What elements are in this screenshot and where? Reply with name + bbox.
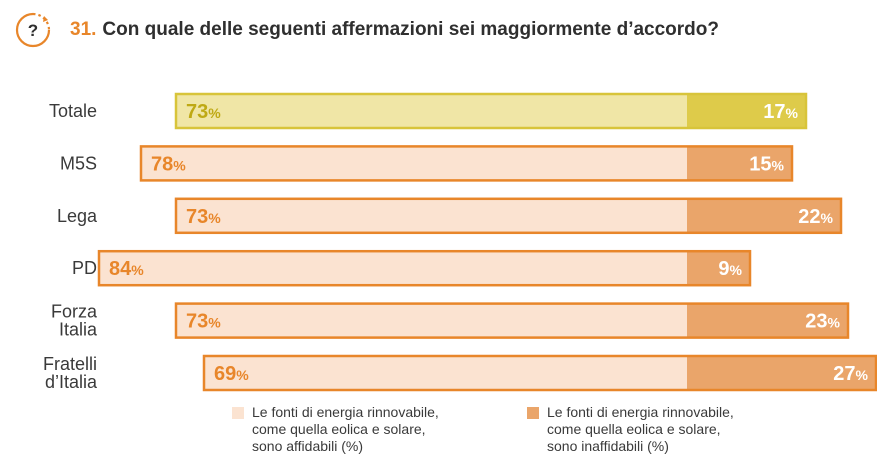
legend-label-inaffidabili: Le fonti di energia rinnovabile, come qu… (547, 404, 734, 454)
value-label-affidabili: 78% (151, 153, 186, 175)
legend-swatch-inaffidabili (527, 407, 539, 419)
bar-segment-inaffidabili (687, 356, 876, 390)
question-text: Con quale delle seguenti affermazioni se… (102, 19, 719, 40)
bar-outline (174, 92, 808, 130)
value-label-affidabili: 84% (109, 258, 144, 280)
bar-segment-inaffidabili (687, 146, 792, 181)
bar-segment-inaffidabili (687, 198, 841, 233)
question-title: 31. Con quale delle seguenti affermazioni… (70, 19, 719, 41)
bar-outline (97, 249, 752, 287)
bar-segment-affidabili (176, 303, 687, 338)
question-header: ? 31. Con quale delle seguenti affermazio… (14, 10, 719, 50)
category-label: Forza Italia (51, 302, 98, 340)
value-label-inaffidabili: 22% (798, 206, 833, 228)
legend-item-inaffidabili: Le fonti di energia rinnovabile, come qu… (527, 404, 734, 455)
legend-label-affidabili: Le fonti di energia rinnovabile, come qu… (252, 404, 439, 454)
value-label-inaffidabili: 23% (805, 311, 840, 333)
question-mark-glyph: ? (28, 21, 38, 40)
bar-segment-affidabili (176, 198, 687, 233)
category-label: PD (72, 258, 97, 278)
value-label-affidabili: 69% (214, 363, 249, 385)
bar-segment-affidabili (176, 94, 687, 128)
category-label: Lega (57, 206, 98, 226)
category-label: Totale (49, 101, 97, 121)
value-label-affidabili: 73% (186, 206, 221, 228)
value-label-affidabili: 73% (186, 101, 221, 123)
category-label: Fratelli d’Italia (43, 354, 98, 392)
bar-segment-affidabili (99, 251, 687, 286)
value-label-affidabili: 73% (186, 311, 221, 333)
legend-swatch-affidabili (232, 407, 244, 419)
category-label: M5S (60, 153, 97, 173)
bar-segment-affidabili (141, 146, 687, 181)
value-label-inaffidabili: 17% (763, 101, 798, 123)
legend-item-affidabili: Le fonti di energia rinnovabile, come qu… (232, 404, 439, 455)
value-label-inaffidabili: 15% (749, 153, 784, 175)
bar-outline (202, 354, 877, 392)
bar-segment-affidabili (204, 356, 687, 390)
value-label-inaffidabili: 9% (718, 258, 742, 280)
bar-outline (174, 197, 843, 235)
question-number: 31. (70, 19, 97, 40)
bar-segment-inaffidabili (687, 94, 806, 128)
bar-segment-inaffidabili (687, 303, 848, 338)
stacked-bar-chart: Totale 73% 17% M5S 78% 15% Lega 73% 22% PD 84% 9% Fo… (43, 92, 877, 392)
bar-segment-inaffidabili (687, 251, 750, 286)
value-label-inaffidabili: 27% (833, 363, 868, 385)
question-timer-icon: ? (14, 11, 52, 49)
bar-outline (139, 145, 794, 182)
bar-outline (174, 302, 850, 339)
